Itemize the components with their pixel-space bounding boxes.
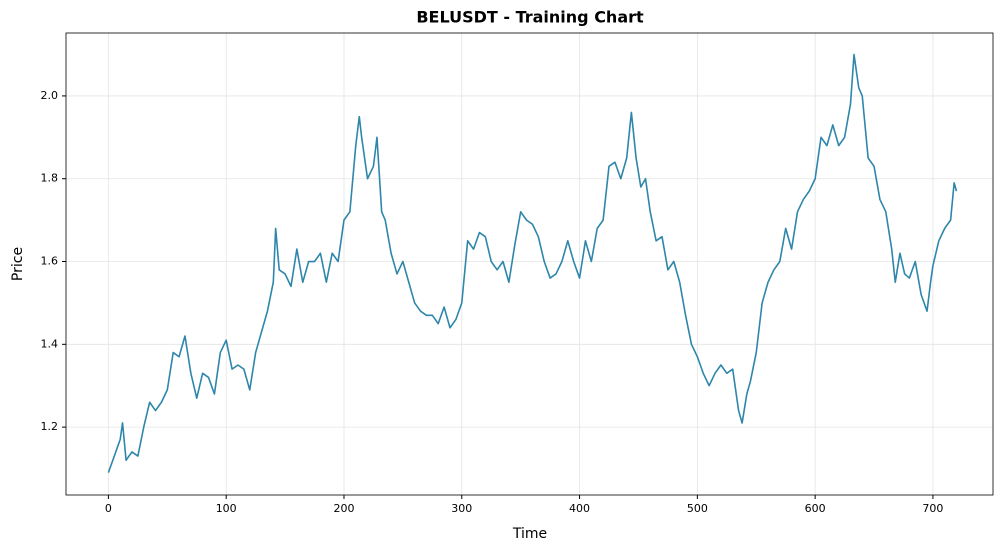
x-tick-label: 0	[105, 502, 112, 515]
x-tick-label: 400	[569, 502, 590, 515]
chart-title: BELUSDT - Training Chart	[416, 8, 644, 27]
price-line	[107, 53, 958, 473]
x-tick-label: 300	[451, 502, 472, 515]
y-tick-label: 1.8	[41, 172, 59, 185]
y-axis-label: Price	[10, 247, 26, 281]
y-tick-label: 1.4	[41, 337, 59, 350]
x-tick-label: 500	[687, 502, 708, 515]
plot-frame	[65, 32, 994, 496]
x-axis-label: Time	[512, 526, 547, 542]
y-tick-label: 1.2	[41, 420, 59, 433]
x-tick-label: 600	[805, 502, 826, 515]
y-tick-label: 2.0	[41, 89, 59, 102]
y-tick-label: 1.6	[41, 255, 59, 268]
x-tick-label: 200	[333, 502, 354, 515]
x-tick-label: 100	[216, 502, 237, 515]
x-tick-label: 700	[922, 502, 943, 515]
